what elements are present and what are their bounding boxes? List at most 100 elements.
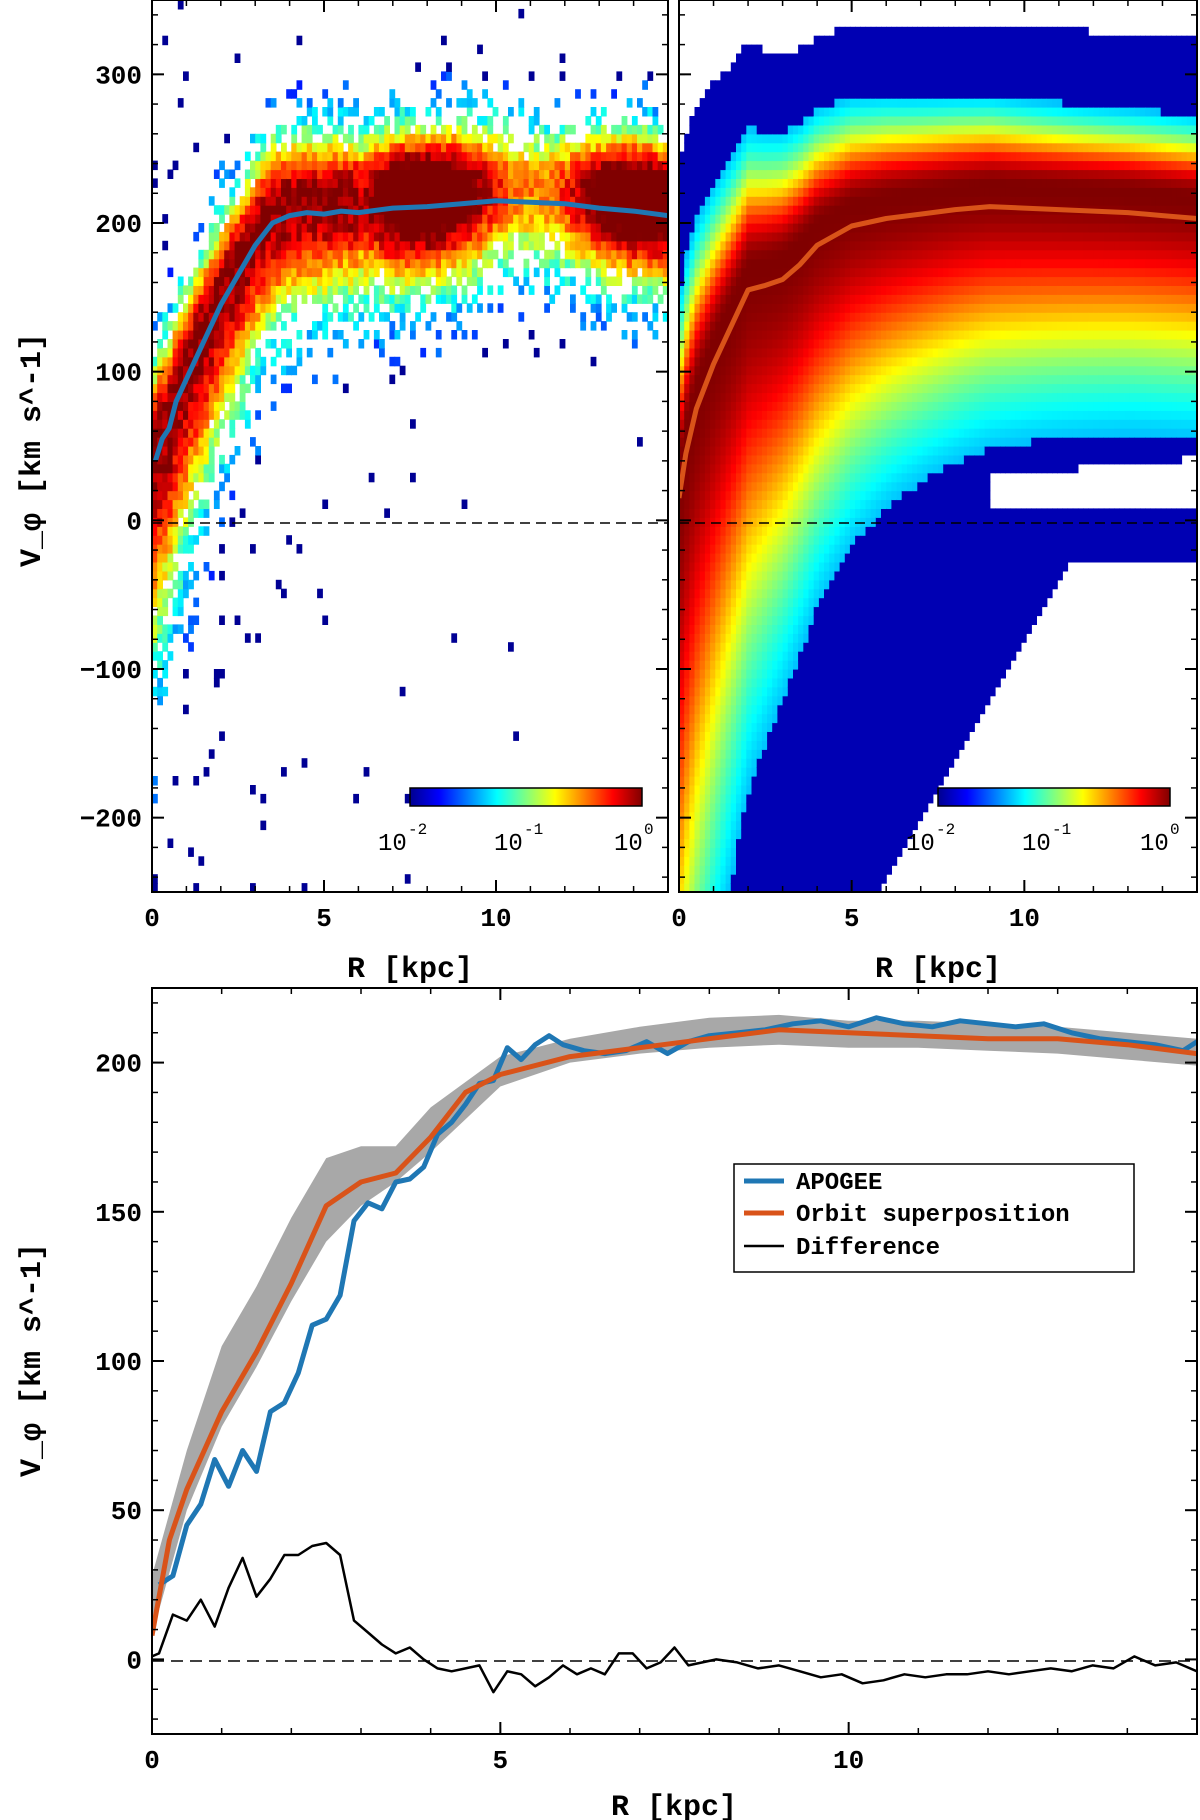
- heatmap-cell: [782, 454, 789, 465]
- heatmap-cell: [746, 535, 753, 545]
- heatmap-cell: [725, 829, 732, 840]
- heatmap-cell: [710, 838, 716, 848]
- heatmap-cell: [642, 231, 648, 242]
- heatmap-cell: [782, 517, 789, 527]
- heatmap-cell: [621, 214, 628, 224]
- heatmap-cell: [600, 151, 607, 162]
- heatmap-cell: [260, 258, 267, 269]
- heatmap-cell: [684, 669, 690, 679]
- heatmap-cell: [782, 258, 789, 269]
- heatmap-cell: [373, 285, 380, 295]
- heatmap-cell: [631, 214, 638, 224]
- heatmap-cell: [736, 107, 742, 117]
- heatmap-cell: [730, 142, 737, 153]
- heatmap-cell: [756, 169, 763, 179]
- heatmap-cell: [782, 383, 789, 394]
- heatmap-cell: [198, 856, 205, 866]
- heatmap-cell: [270, 151, 277, 162]
- heatmap-cell: [322, 133, 329, 144]
- heatmap-cell: [379, 285, 385, 295]
- heatmap-cell: [699, 704, 706, 715]
- heatmap-cell: [741, 124, 747, 135]
- heatmap-cell: [689, 669, 696, 679]
- heatmap-cell: [399, 303, 406, 313]
- heatmap-cell: [353, 793, 359, 804]
- heatmap-cell: [152, 553, 158, 563]
- heatmap-cell: [736, 508, 742, 518]
- heatmap-cell: [782, 392, 789, 402]
- heatmap-cell: [229, 339, 236, 349]
- heatmap-cell: [662, 249, 668, 260]
- heatmap-cell: [787, 356, 794, 367]
- heatmap-cell: [767, 446, 773, 456]
- heatmap-cell: [487, 214, 494, 224]
- heatmap-cell: [549, 160, 556, 171]
- heatmap-cell: [777, 704, 784, 715]
- heatmap-cell: [803, 562, 810, 572]
- heatmap-cell: [777, 223, 784, 233]
- heatmap-cell: [736, 776, 742, 786]
- heatmap-cell: [585, 160, 592, 171]
- heatmap-cell: [368, 231, 375, 242]
- heatmap-cell: [782, 544, 789, 554]
- heatmap-cell: [736, 526, 742, 536]
- heatmap-cell: [528, 240, 535, 251]
- heatmap-cell: [637, 231, 643, 242]
- heatmap-cell: [767, 303, 773, 313]
- heatmap-cell: [244, 169, 251, 179]
- heatmap-cell: [756, 776, 763, 786]
- heatmap-cell: [203, 437, 210, 447]
- heatmap-cell: [715, 499, 722, 509]
- heatmap-cell: [441, 231, 447, 242]
- heatmap-cell: [777, 481, 784, 492]
- heatmap-cell: [172, 419, 179, 429]
- heatmap-cell: [281, 205, 287, 215]
- heatmap-cell: [787, 615, 794, 625]
- heatmap-cell: [720, 606, 727, 617]
- heatmap-cell: [606, 294, 612, 304]
- heatmap-cell: [379, 240, 385, 251]
- heatmap-cell: [772, 615, 778, 625]
- heatmap-cell: [704, 419, 711, 429]
- heatmap-cell: [736, 160, 742, 171]
- heatmap-cell: [736, 615, 742, 625]
- heatmap-cell: [777, 811, 784, 822]
- heatmap-cell: [679, 651, 685, 661]
- heatmap-cell: [679, 597, 685, 608]
- heatmap-cell: [306, 267, 313, 278]
- heatmap-cell: [255, 374, 261, 385]
- heatmap-cell: [741, 535, 747, 545]
- heatmap-cell: [684, 499, 690, 509]
- heatmap-cell: [787, 570, 794, 581]
- heatmap-cell: [756, 660, 763, 670]
- heatmap-cell: [270, 205, 277, 215]
- colorbar-label: 10: [494, 831, 523, 858]
- heatmap-cell: [435, 160, 442, 171]
- heatmap-cell: [379, 133, 385, 144]
- heatmap-cell: [751, 562, 758, 572]
- heatmap-cell: [647, 258, 654, 269]
- heatmap-cell: [730, 606, 737, 617]
- heatmap-cell: [461, 169, 468, 179]
- heatmap-cell: [777, 321, 784, 331]
- heatmap-cell: [456, 196, 463, 206]
- heatmap-cell: [162, 499, 169, 509]
- heatmap-cell: [715, 410, 722, 420]
- heatmap-cell: [746, 749, 753, 759]
- heatmap-cell: [730, 89, 737, 99]
- heatmap-cell: [441, 223, 447, 233]
- heatmap-cell: [441, 294, 447, 304]
- heatmap-cell: [787, 883, 794, 892]
- heatmap-cell: [322, 249, 329, 260]
- heatmap-cell: [575, 89, 581, 99]
- heatmap-cell: [808, 160, 815, 171]
- heatmap-cell: [554, 151, 561, 162]
- heatmap-cell: [570, 303, 576, 313]
- heatmap-cell: [793, 267, 799, 278]
- heatmap-cell: [575, 258, 581, 269]
- heatmap-cell: [813, 490, 820, 501]
- heatmap-cell: [782, 249, 789, 260]
- heatmap-cell: [373, 142, 380, 153]
- heatmap-cell: [219, 454, 225, 465]
- heatmap-cell: [213, 419, 220, 429]
